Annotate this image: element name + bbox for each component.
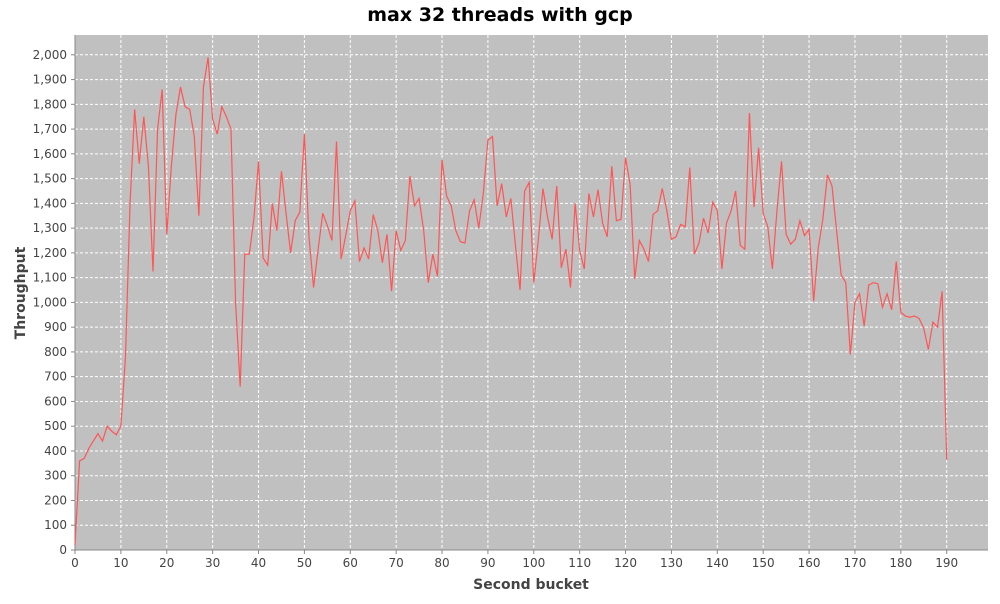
y-tick-label: 1,400 <box>33 196 67 210</box>
x-tick-label: 10 <box>113 556 128 570</box>
x-tick-label: 140 <box>706 556 729 570</box>
y-tick-label: 1,900 <box>33 73 67 87</box>
x-tick-label: 180 <box>889 556 912 570</box>
x-tick-label: 40 <box>251 556 266 570</box>
x-tick-label: 80 <box>434 556 449 570</box>
x-tick-label: 110 <box>568 556 591 570</box>
plot-area <box>75 35 988 550</box>
x-tick-label: 50 <box>297 556 312 570</box>
x-axis-label: Second bucket <box>473 577 589 593</box>
y-tick-label: 1,600 <box>33 147 67 161</box>
chart-title: max 32 threads with gcp <box>367 4 633 26</box>
x-tick-label: 60 <box>343 556 358 570</box>
y-tick-label: 1,300 <box>33 221 67 235</box>
y-tick-label: 1,200 <box>33 246 67 260</box>
y-tick-label: 2,000 <box>33 48 67 62</box>
x-tick-label: 30 <box>205 556 220 570</box>
y-tick-label: 300 <box>44 469 67 483</box>
y-tick-label: 200 <box>44 493 67 507</box>
x-tick-label: 120 <box>614 556 637 570</box>
y-tick-label: 1,700 <box>33 122 67 136</box>
y-tick-label: 1,800 <box>33 97 67 111</box>
x-tick-label: 90 <box>480 556 495 570</box>
x-tick-label: 20 <box>159 556 174 570</box>
x-tick-label: 150 <box>752 556 775 570</box>
y-tick-label: 1,500 <box>33 172 67 186</box>
x-tick-label: 0 <box>71 556 79 570</box>
y-axis-label: Throughput <box>13 246 29 339</box>
y-tick-label: 900 <box>44 320 67 334</box>
y-tick-label: 1,100 <box>33 271 67 285</box>
y-tick-label: 800 <box>44 345 67 359</box>
y-tick-label: 400 <box>44 444 67 458</box>
x-tick-label: 170 <box>843 556 866 570</box>
x-tick-label: 130 <box>660 556 683 570</box>
y-tick-label: 700 <box>44 370 67 384</box>
series-layer <box>74 57 948 546</box>
y-tick-label: 600 <box>44 394 67 408</box>
y-tick-label: 1,000 <box>33 295 67 309</box>
y-tick-label: 100 <box>44 518 67 532</box>
axes: 01002003004005006007008009001,0001,1001,… <box>33 35 988 570</box>
series-line <box>74 57 948 546</box>
x-tick-label: 70 <box>389 556 404 570</box>
y-tick-label: 0 <box>59 543 67 557</box>
x-tick-label: 160 <box>798 556 821 570</box>
x-tick-label: 100 <box>522 556 545 570</box>
y-tick-label: 500 <box>44 419 67 433</box>
x-tick-label: 190 <box>935 556 958 570</box>
